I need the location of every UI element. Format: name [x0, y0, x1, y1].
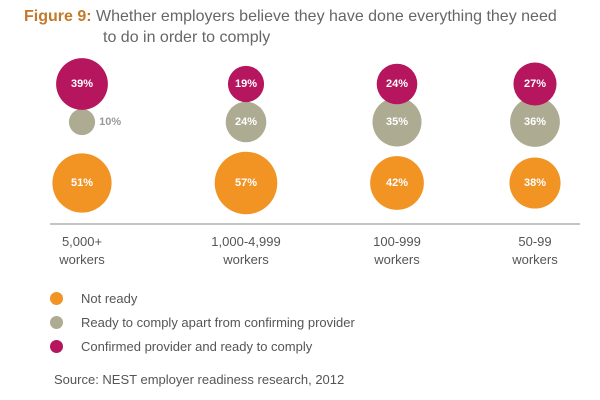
bubble-value-label: 24% — [235, 116, 257, 128]
legend-swatch — [50, 339, 63, 353]
bubble — [372, 97, 422, 147]
bubble — [68, 108, 96, 136]
bubble-value-label: 39% — [71, 78, 93, 90]
bubble-value-label: 38% — [524, 177, 546, 189]
category-labels: 5,000+ workers 1,000-4,999 workers 100-999 wo… — [58, 234, 558, 267]
figure-number: Figure 9: — [24, 8, 92, 25]
bubble — [214, 151, 278, 215]
title-line-1: Whether employers believe they have done… — [96, 8, 557, 25]
bubble — [509, 157, 561, 209]
legend-swatch — [50, 291, 63, 305]
category-label: workers — [373, 252, 420, 267]
bubble — [225, 101, 267, 143]
bubble-value-label: 24% — [386, 78, 408, 90]
bubble-value-label: 57% — [235, 177, 257, 189]
bubble — [376, 63, 418, 105]
title-line-2: to do in order to comply — [103, 29, 271, 46]
bubble — [52, 153, 112, 213]
legend-label: Ready to comply apart from confirming pr… — [81, 314, 355, 330]
legend-label: Not ready — [81, 290, 138, 306]
category-label: workers — [511, 252, 558, 267]
bubble-value-label: 36% — [524, 116, 546, 128]
bubbles-layer: 51% 57% 42% 38% 10% 24% 35% 36% 39% 19% 24% 27% — [52, 58, 561, 215]
legend-swatch — [50, 315, 63, 329]
bubble-value-label: 35% — [386, 116, 408, 128]
bubble-value-label: 10% — [99, 116, 121, 128]
bubble — [510, 97, 560, 147]
bubble — [513, 62, 557, 106]
source-note: Source: NEST employer readiness research… — [54, 372, 345, 387]
legend-item: Not ready — [50, 286, 355, 310]
category-label: workers — [58, 252, 105, 267]
legend: Not ready Ready to comply apart from conf… — [50, 286, 355, 358]
bubble-value-label: 51% — [71, 177, 93, 189]
category-label: 50-99 — [518, 234, 551, 249]
legend-item: Confirmed provider and ready to comply — [50, 334, 355, 358]
chart-title: Figure 9: Whether employers believe they… — [24, 6, 584, 48]
bubble — [227, 65, 265, 103]
category-label: 1,000-4,999 — [211, 234, 280, 249]
bubble-chart: 51% 57% 42% 38% 10% 24% 35% 36% 39% 19% 24% 27% 5,0… — [50, 58, 580, 267]
legend-item: Ready to comply apart from confirming pr… — [50, 310, 355, 334]
legend-label: Confirmed provider and ready to comply — [81, 338, 313, 354]
category-label: workers — [222, 252, 269, 267]
bubble-value-label: 42% — [386, 177, 408, 189]
bubble-value-label: 19% — [235, 78, 257, 90]
category-label: 5,000+ — [62, 234, 102, 249]
bubble — [56, 58, 108, 110]
bubble — [370, 156, 424, 210]
category-label: 100-999 — [373, 234, 421, 249]
bubble-value-label: 27% — [524, 78, 546, 90]
